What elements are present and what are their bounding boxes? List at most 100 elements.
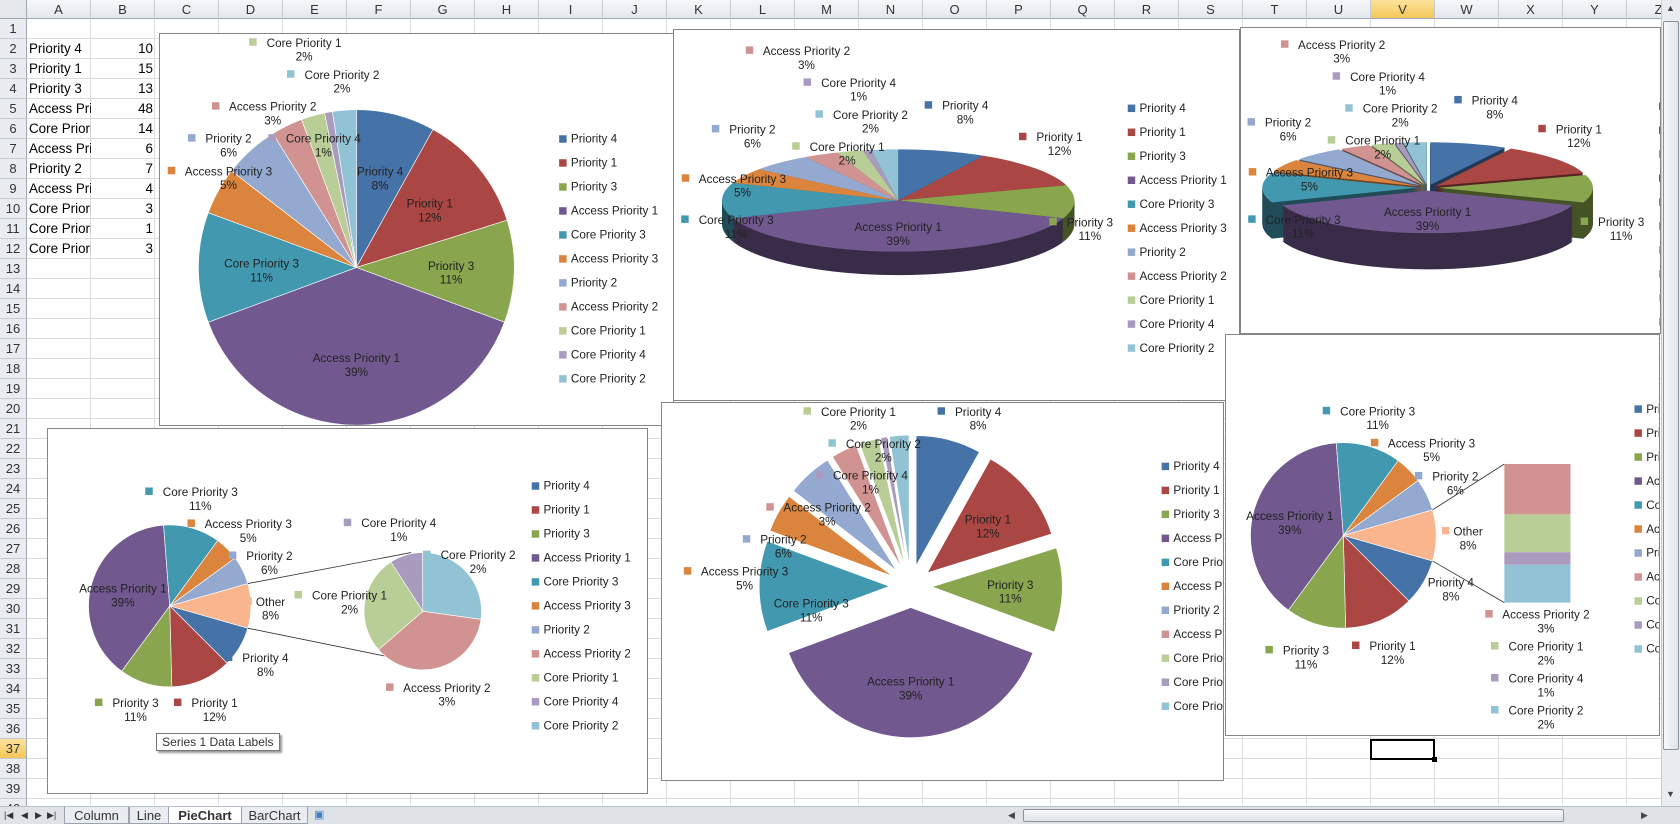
exploded-pie-chart-3d[interactable]: Priority 4 Priority 1 Priority 3 Access Pri…	[1239, 26, 1661, 335]
sheet-tab-column[interactable]: Column	[64, 807, 129, 824]
column-header-O[interactable]: O	[923, 0, 987, 19]
column-header-I[interactable]: I	[539, 0, 603, 19]
cell-label[interactable]: Priority 4	[29, 41, 82, 57]
row-header-16[interactable]: 16	[0, 319, 27, 340]
scroll-down-icon[interactable]: ▼	[1666, 789, 1675, 799]
row-header-7[interactable]: 7	[0, 139, 27, 160]
cell-value[interactable]: 7	[145, 161, 153, 177]
column-header-Q[interactable]: Q	[1051, 0, 1115, 19]
cell-label[interactable]: Priority 3	[29, 81, 82, 97]
row-header-36[interactable]: 36	[0, 719, 27, 740]
exploded-pie-chart[interactable]: Priority 4 Priority 1 Priority 3 Access Pri…	[661, 401, 1224, 782]
row-header-25[interactable]: 25	[0, 499, 27, 520]
column-header-B[interactable]: B	[91, 0, 155, 19]
vertical-scroll-thumb[interactable]	[1663, 21, 1679, 750]
cell-value[interactable]: 13	[138, 81, 153, 97]
cell-value[interactable]: 3	[145, 201, 153, 217]
row-header-30[interactable]: 30	[0, 599, 27, 620]
cell-value[interactable]: 6	[145, 141, 153, 157]
row-header-38[interactable]: 38	[0, 759, 27, 780]
row-header-23[interactable]: 23	[0, 459, 27, 480]
column-header-N[interactable]: N	[859, 0, 923, 19]
row-header-20[interactable]: 20	[0, 399, 27, 420]
row-header-37[interactable]: 37	[0, 739, 27, 760]
row-header-29[interactable]: 29	[0, 579, 27, 600]
row-header-8[interactable]: 8	[0, 159, 27, 180]
column-header-D[interactable]: D	[219, 0, 283, 19]
column-header-M[interactable]: M	[795, 0, 859, 19]
row-header-10[interactable]: 10	[0, 199, 27, 220]
scroll-left-icon[interactable]: ◀	[1008, 810, 1015, 820]
sheet-tab-barchart[interactable]: BarChart	[241, 807, 308, 824]
column-header-J[interactable]: J	[603, 0, 667, 19]
row-header-9[interactable]: 9	[0, 179, 27, 200]
cell-value[interactable]: 1	[145, 221, 153, 237]
bar-of-pie-chart[interactable]: Priority 4 Priority 1 Priority 3 Access Pri…	[1224, 334, 1660, 737]
row-header-39[interactable]: 39	[0, 779, 27, 800]
cell-label[interactable]: Access Priority 2	[29, 181, 91, 197]
column-header-H[interactable]: H	[475, 0, 539, 19]
column-header-R[interactable]: R	[1115, 0, 1179, 19]
row-header-1[interactable]: 1	[0, 19, 27, 40]
column-header-G[interactable]: G	[411, 0, 475, 19]
column-header-Y[interactable]: Y	[1563, 0, 1627, 19]
row-header-11[interactable]: 11	[0, 219, 27, 240]
row-header-40[interactable]: 40	[0, 799, 27, 806]
horizontal-scrollbar[interactable]: ◀ ▶	[996, 808, 1658, 823]
column-header-W[interactable]: W	[1435, 0, 1499, 19]
row-header-17[interactable]: 17	[0, 339, 27, 360]
row-header-32[interactable]: 32	[0, 639, 27, 660]
pie-chart-2d[interactable]: Priority 4 Priority 1 Priority 3 Access Pri…	[158, 33, 674, 427]
horizontal-scroll-thumb[interactable]	[1023, 809, 1564, 822]
prev-sheet-icon[interactable]: ◀	[21, 810, 28, 820]
row-header-14[interactable]: 14	[0, 279, 27, 300]
row-header-28[interactable]: 28	[0, 559, 27, 580]
row-header-12[interactable]: 12	[0, 239, 27, 260]
row-header-21[interactable]: 21	[0, 419, 27, 440]
cell-label[interactable]: Access Priority 3	[29, 141, 91, 157]
column-header-K[interactable]: K	[667, 0, 731, 19]
cell-label[interactable]: Priority 1	[29, 61, 82, 77]
row-header-33[interactable]: 33	[0, 659, 27, 680]
pie-chart-3d[interactable]: Priority 4 Priority 1 Priority 3 Access Pri…	[672, 28, 1240, 401]
column-header-S[interactable]: S	[1179, 0, 1243, 19]
column-header-U[interactable]: U	[1307, 0, 1371, 19]
row-header-27[interactable]: 27	[0, 539, 27, 560]
cell-label[interactable]: Core Priority 2	[29, 241, 91, 257]
row-header-3[interactable]: 3	[0, 59, 27, 80]
row-header-6[interactable]: 6	[0, 119, 27, 140]
row-header-22[interactable]: 22	[0, 439, 27, 460]
cell-label[interactable]: Core Priority 1	[29, 201, 91, 217]
row-header-19[interactable]: 19	[0, 379, 27, 400]
row-header-15[interactable]: 15	[0, 299, 27, 320]
column-header-E[interactable]: E	[283, 0, 347, 19]
row-header-2[interactable]: 2	[0, 39, 27, 60]
select-all-corner[interactable]	[0, 0, 27, 19]
row-header-26[interactable]: 26	[0, 519, 27, 540]
vertical-scrollbar[interactable]: ▲ ▼	[1661, 0, 1680, 806]
row-header-18[interactable]: 18	[0, 359, 27, 380]
cell-value[interactable]: 15	[138, 61, 153, 77]
column-header-P[interactable]: P	[987, 0, 1051, 19]
pie-of-pie-chart[interactable]: Priority 4 Priority 1 Priority 3 Access Pri…	[47, 427, 649, 794]
column-header-Z[interactable]: Z	[1627, 0, 1661, 19]
row-header-13[interactable]: 13	[0, 259, 27, 280]
row-header-34[interactable]: 34	[0, 679, 27, 700]
sheet-tab-line[interactable]: Line	[129, 807, 169, 824]
column-header-L[interactable]: L	[731, 0, 795, 19]
cell-label[interactable]: Access Priority 1	[29, 101, 91, 117]
cell-value[interactable]: 48	[138, 101, 153, 117]
scroll-up-icon[interactable]: ▲	[1666, 3, 1675, 13]
next-sheet-icon[interactable]: ▶	[35, 810, 42, 820]
column-header-F[interactable]: F	[347, 0, 411, 19]
cell-value[interactable]: 10	[138, 41, 153, 57]
row-header-35[interactable]: 35	[0, 699, 27, 720]
cell-value[interactable]: 14	[138, 121, 153, 137]
selected-cell[interactable]	[1370, 739, 1437, 762]
cell-label[interactable]: Priority 2	[29, 161, 82, 177]
column-header-T[interactable]: T	[1243, 0, 1307, 19]
cell-label[interactable]: Core Priority 4	[29, 221, 91, 237]
cell-value[interactable]: 3	[145, 241, 153, 257]
first-sheet-icon[interactable]: |◀	[4, 810, 14, 820]
column-header-X[interactable]: X	[1499, 0, 1563, 19]
